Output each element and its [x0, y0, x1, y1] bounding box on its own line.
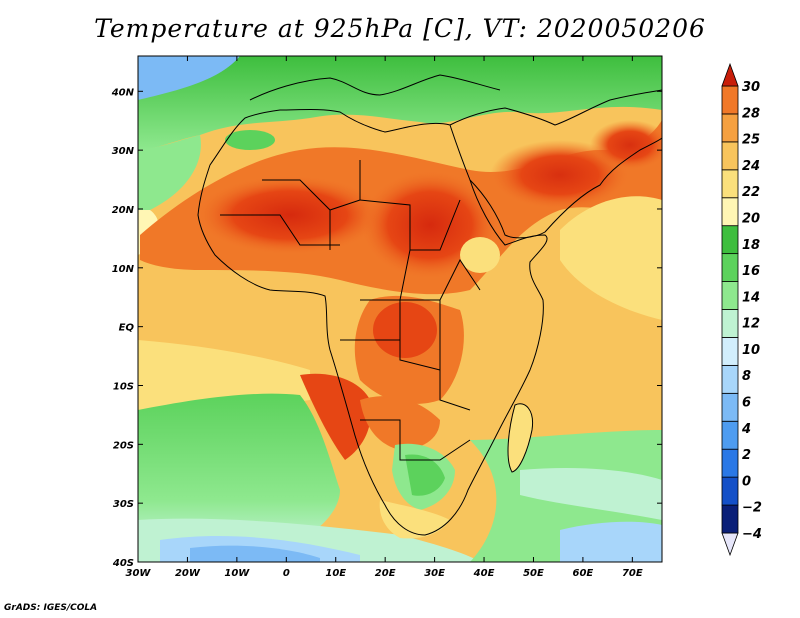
lon-tick-label: 10W — [224, 568, 250, 579]
colorbar-swatch — [721, 337, 739, 366]
colorbar-swatch — [721, 197, 739, 227]
colorbar-label: 2 — [742, 448, 751, 463]
colorbar-swatch — [721, 420, 739, 450]
colorbar-label: 0 — [742, 474, 751, 489]
lat-tick-label: EQ — [119, 323, 135, 334]
colorbar-swatch — [721, 448, 739, 478]
colorbar-swatch — [721, 364, 739, 394]
longitude-axis: 30W 20W 10W 0 10E 20E 30E 40E 50E 60E 70E — [126, 56, 643, 579]
lon-tick-label: 40E — [473, 568, 495, 579]
colorbar-swatch — [721, 281, 739, 310]
colorbar-swatch — [721, 253, 739, 282]
chart-title: Temperature at 925hPa [C], VT: 202005020… — [94, 14, 706, 43]
colorbar-swatch — [721, 225, 739, 255]
lon-tick-label: 0 — [283, 568, 290, 579]
lat-tick-label: 10N — [112, 264, 135, 275]
colorbar-swatch — [721, 309, 739, 338]
colorbar-label: 25 — [742, 133, 760, 148]
colorbar-swatch — [721, 504, 739, 534]
lat-tick-label: 10S — [113, 381, 134, 392]
lat-tick-label: 40S — [112, 558, 134, 569]
colorbar-label: 22 — [742, 185, 760, 200]
lon-tick-label: 50E — [523, 568, 544, 579]
credit-label: GrADS: IGES/COLA — [4, 603, 98, 613]
colorbar-label: 24 — [742, 159, 760, 174]
lat-tick-label: 20S — [113, 440, 134, 451]
lon-tick-label: 60E — [573, 568, 594, 579]
latitude-axis: 40N 30N 20N 10N EQ 10S 20S 30S 40S — [111, 87, 662, 569]
colorbar-swatch — [721, 532, 739, 557]
colorbar-label: 18 — [742, 238, 760, 253]
lon-tick-label: 70E — [622, 568, 643, 579]
lat-tick-label: 20N — [112, 205, 135, 216]
plot-frame — [137, 55, 663, 563]
colorbar-swatch — [721, 476, 739, 506]
colorbar-label: 28 — [742, 106, 760, 121]
colorbar-label: 30 — [742, 80, 760, 95]
lon-tick-label: 30E — [424, 568, 445, 579]
colorbar-label: 14 — [742, 290, 760, 305]
colorbar-swatch — [721, 113, 739, 143]
colorbar-label: −4 — [742, 527, 762, 542]
colorbar-swatch — [721, 62, 739, 87]
lat-tick-label: 30S — [113, 499, 134, 510]
coastlines — [197, 74, 662, 536]
colorbar-swatch — [721, 392, 739, 422]
colorbar-label: −2 — [742, 501, 762, 516]
lon-tick-label: 30W — [126, 568, 152, 579]
colorbar-label: 10 — [742, 343, 760, 358]
colorbar-label: 16 — [742, 264, 760, 279]
colorbar-label: 6 — [742, 396, 751, 411]
colorbar-label: 8 — [742, 369, 751, 384]
lon-tick-label: 10E — [325, 568, 346, 579]
lat-tick-label: 40N — [111, 87, 135, 98]
colorbar-swatch — [721, 169, 739, 199]
lat-tick-label: 30N — [112, 146, 135, 157]
colorbar-swatch — [721, 85, 739, 115]
colorbar-label: 4 — [741, 422, 751, 437]
temperature-field — [138, 56, 662, 562]
colorbar-label: 20 — [742, 211, 760, 226]
colorbar-label: 12 — [742, 317, 760, 332]
lon-tick-label: 20E — [375, 568, 396, 579]
colorbar-swatch — [721, 141, 739, 171]
lon-tick-label: 20W — [175, 568, 201, 579]
